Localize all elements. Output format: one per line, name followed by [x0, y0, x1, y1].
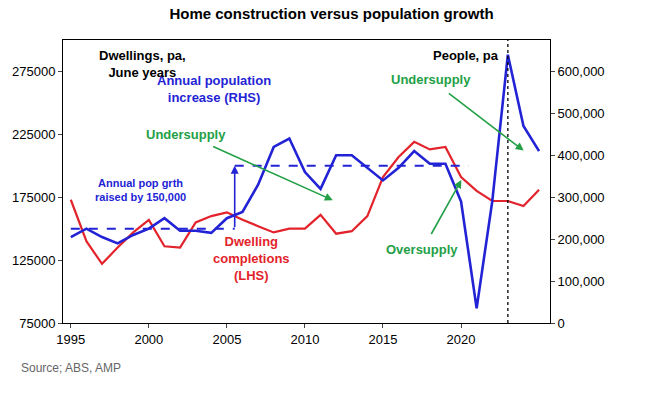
- svg-text:2015: 2015: [369, 332, 398, 347]
- svg-text:275000: 275000: [12, 64, 55, 79]
- svg-text:200,000: 200,000: [558, 232, 605, 247]
- svg-text:500,000: 500,000: [558, 106, 605, 121]
- svg-text:Home construction versus popul: Home construction versus population grow…: [169, 5, 493, 22]
- svg-text:Source; ABS, AMP: Source; ABS, AMP: [21, 361, 121, 375]
- svg-text:125000: 125000: [12, 253, 55, 268]
- svg-text:2005: 2005: [212, 332, 241, 347]
- svg-text:2000: 2000: [134, 332, 163, 347]
- svg-text:2010: 2010: [290, 332, 319, 347]
- svg-text:300,000: 300,000: [558, 190, 605, 205]
- svg-text:0: 0: [558, 316, 565, 331]
- svg-text:2020: 2020: [447, 332, 476, 347]
- svg-text:600,000: 600,000: [558, 64, 605, 79]
- svg-text:Undersupply: Undersupply: [391, 72, 471, 87]
- svg-text:Annual pop grthraised by 150,0: Annual pop grthraised by 150,000: [95, 177, 186, 203]
- svg-text:400,000: 400,000: [558, 148, 605, 163]
- svg-text:75000: 75000: [19, 316, 55, 331]
- svg-text:People, pa: People, pa: [433, 48, 499, 63]
- svg-text:Undersupply: Undersupply: [146, 127, 226, 142]
- svg-text:225000: 225000: [12, 127, 55, 142]
- svg-text:Oversupply: Oversupply: [386, 242, 458, 257]
- svg-text:Dwellingcompletions(LHS): Dwellingcompletions(LHS): [213, 234, 290, 283]
- svg-text:1995: 1995: [56, 332, 85, 347]
- svg-text:Annual populationincrease (RHS: Annual populationincrease (RHS): [157, 73, 271, 105]
- svg-text:Dwellings, pa,June years: Dwellings, pa,June years: [99, 48, 186, 80]
- svg-text:175000: 175000: [12, 190, 55, 205]
- svg-text:100,000: 100,000: [558, 274, 605, 289]
